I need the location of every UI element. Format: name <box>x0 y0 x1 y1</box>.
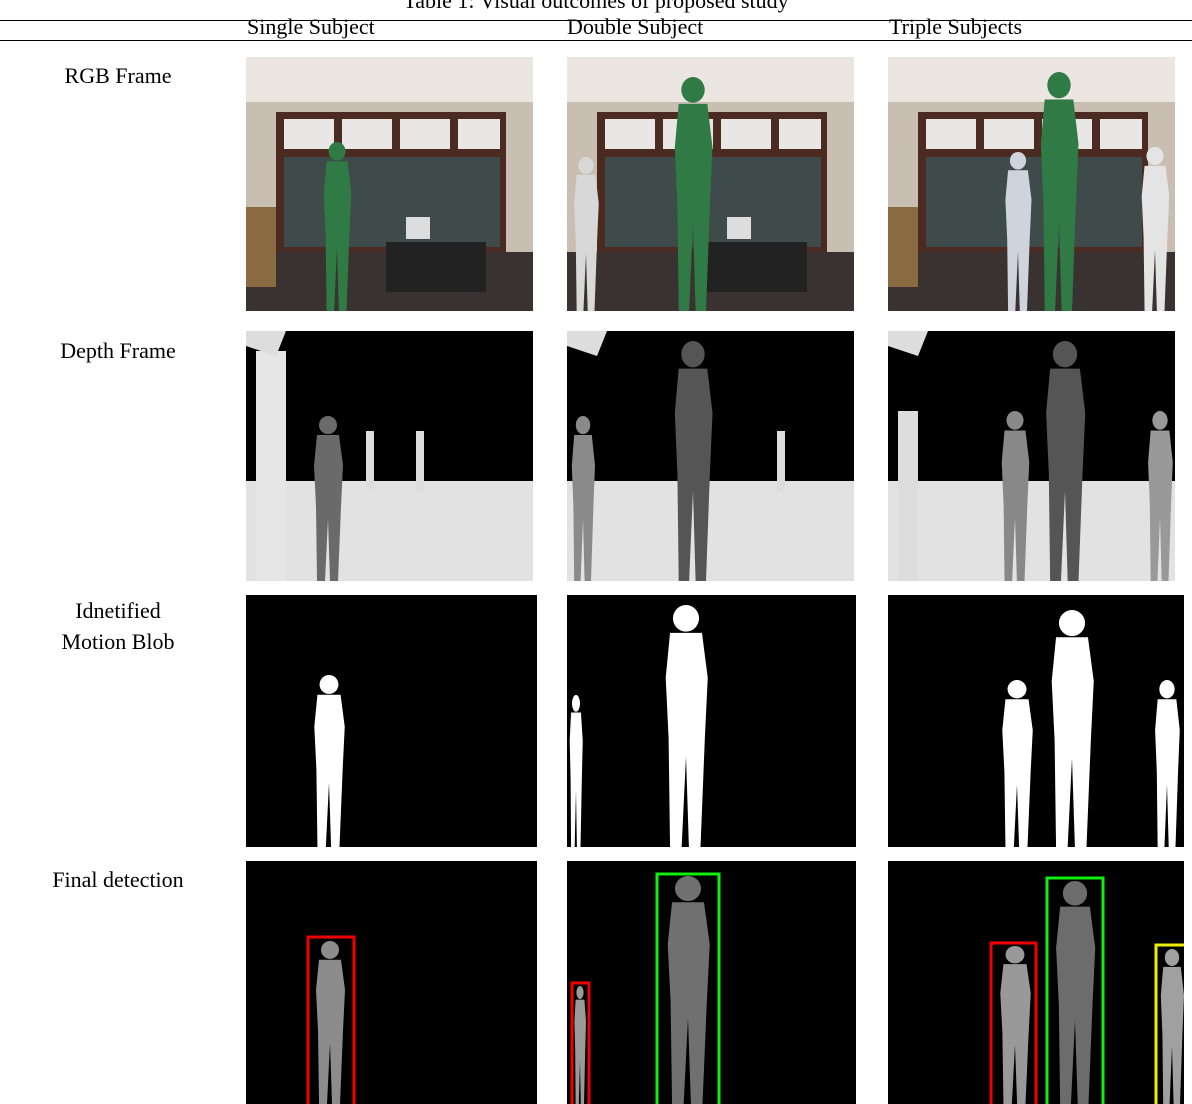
depth-frame <box>888 331 1175 581</box>
column-header: Single Subject <box>247 14 375 39</box>
header-rule <box>0 40 1192 41</box>
motion-blob <box>246 595 537 847</box>
depth-frame <box>246 331 533 581</box>
final-detection <box>567 861 856 1104</box>
rgb-frame <box>888 57 1175 311</box>
row-label: Idnetified Motion Blob <box>61 598 175 654</box>
top-rule <box>0 20 1192 21</box>
final-detection <box>888 861 1184 1104</box>
row-label: Depth Frame <box>60 338 176 363</box>
motion-blob <box>888 595 1184 847</box>
column-header: Triple Subjects <box>889 14 1023 39</box>
rgb-frame <box>246 57 533 311</box>
motion-blob <box>567 595 856 847</box>
rgb-frame <box>567 57 854 311</box>
final-detection <box>246 861 537 1104</box>
row-label: RGB Frame <box>64 63 172 88</box>
column-header: Double Subject <box>567 14 704 39</box>
depth-frame <box>567 331 854 581</box>
table-title: Table 1: Visual outcomes of proposed stu… <box>403 0 789 13</box>
row-label: Final detection <box>52 867 184 892</box>
